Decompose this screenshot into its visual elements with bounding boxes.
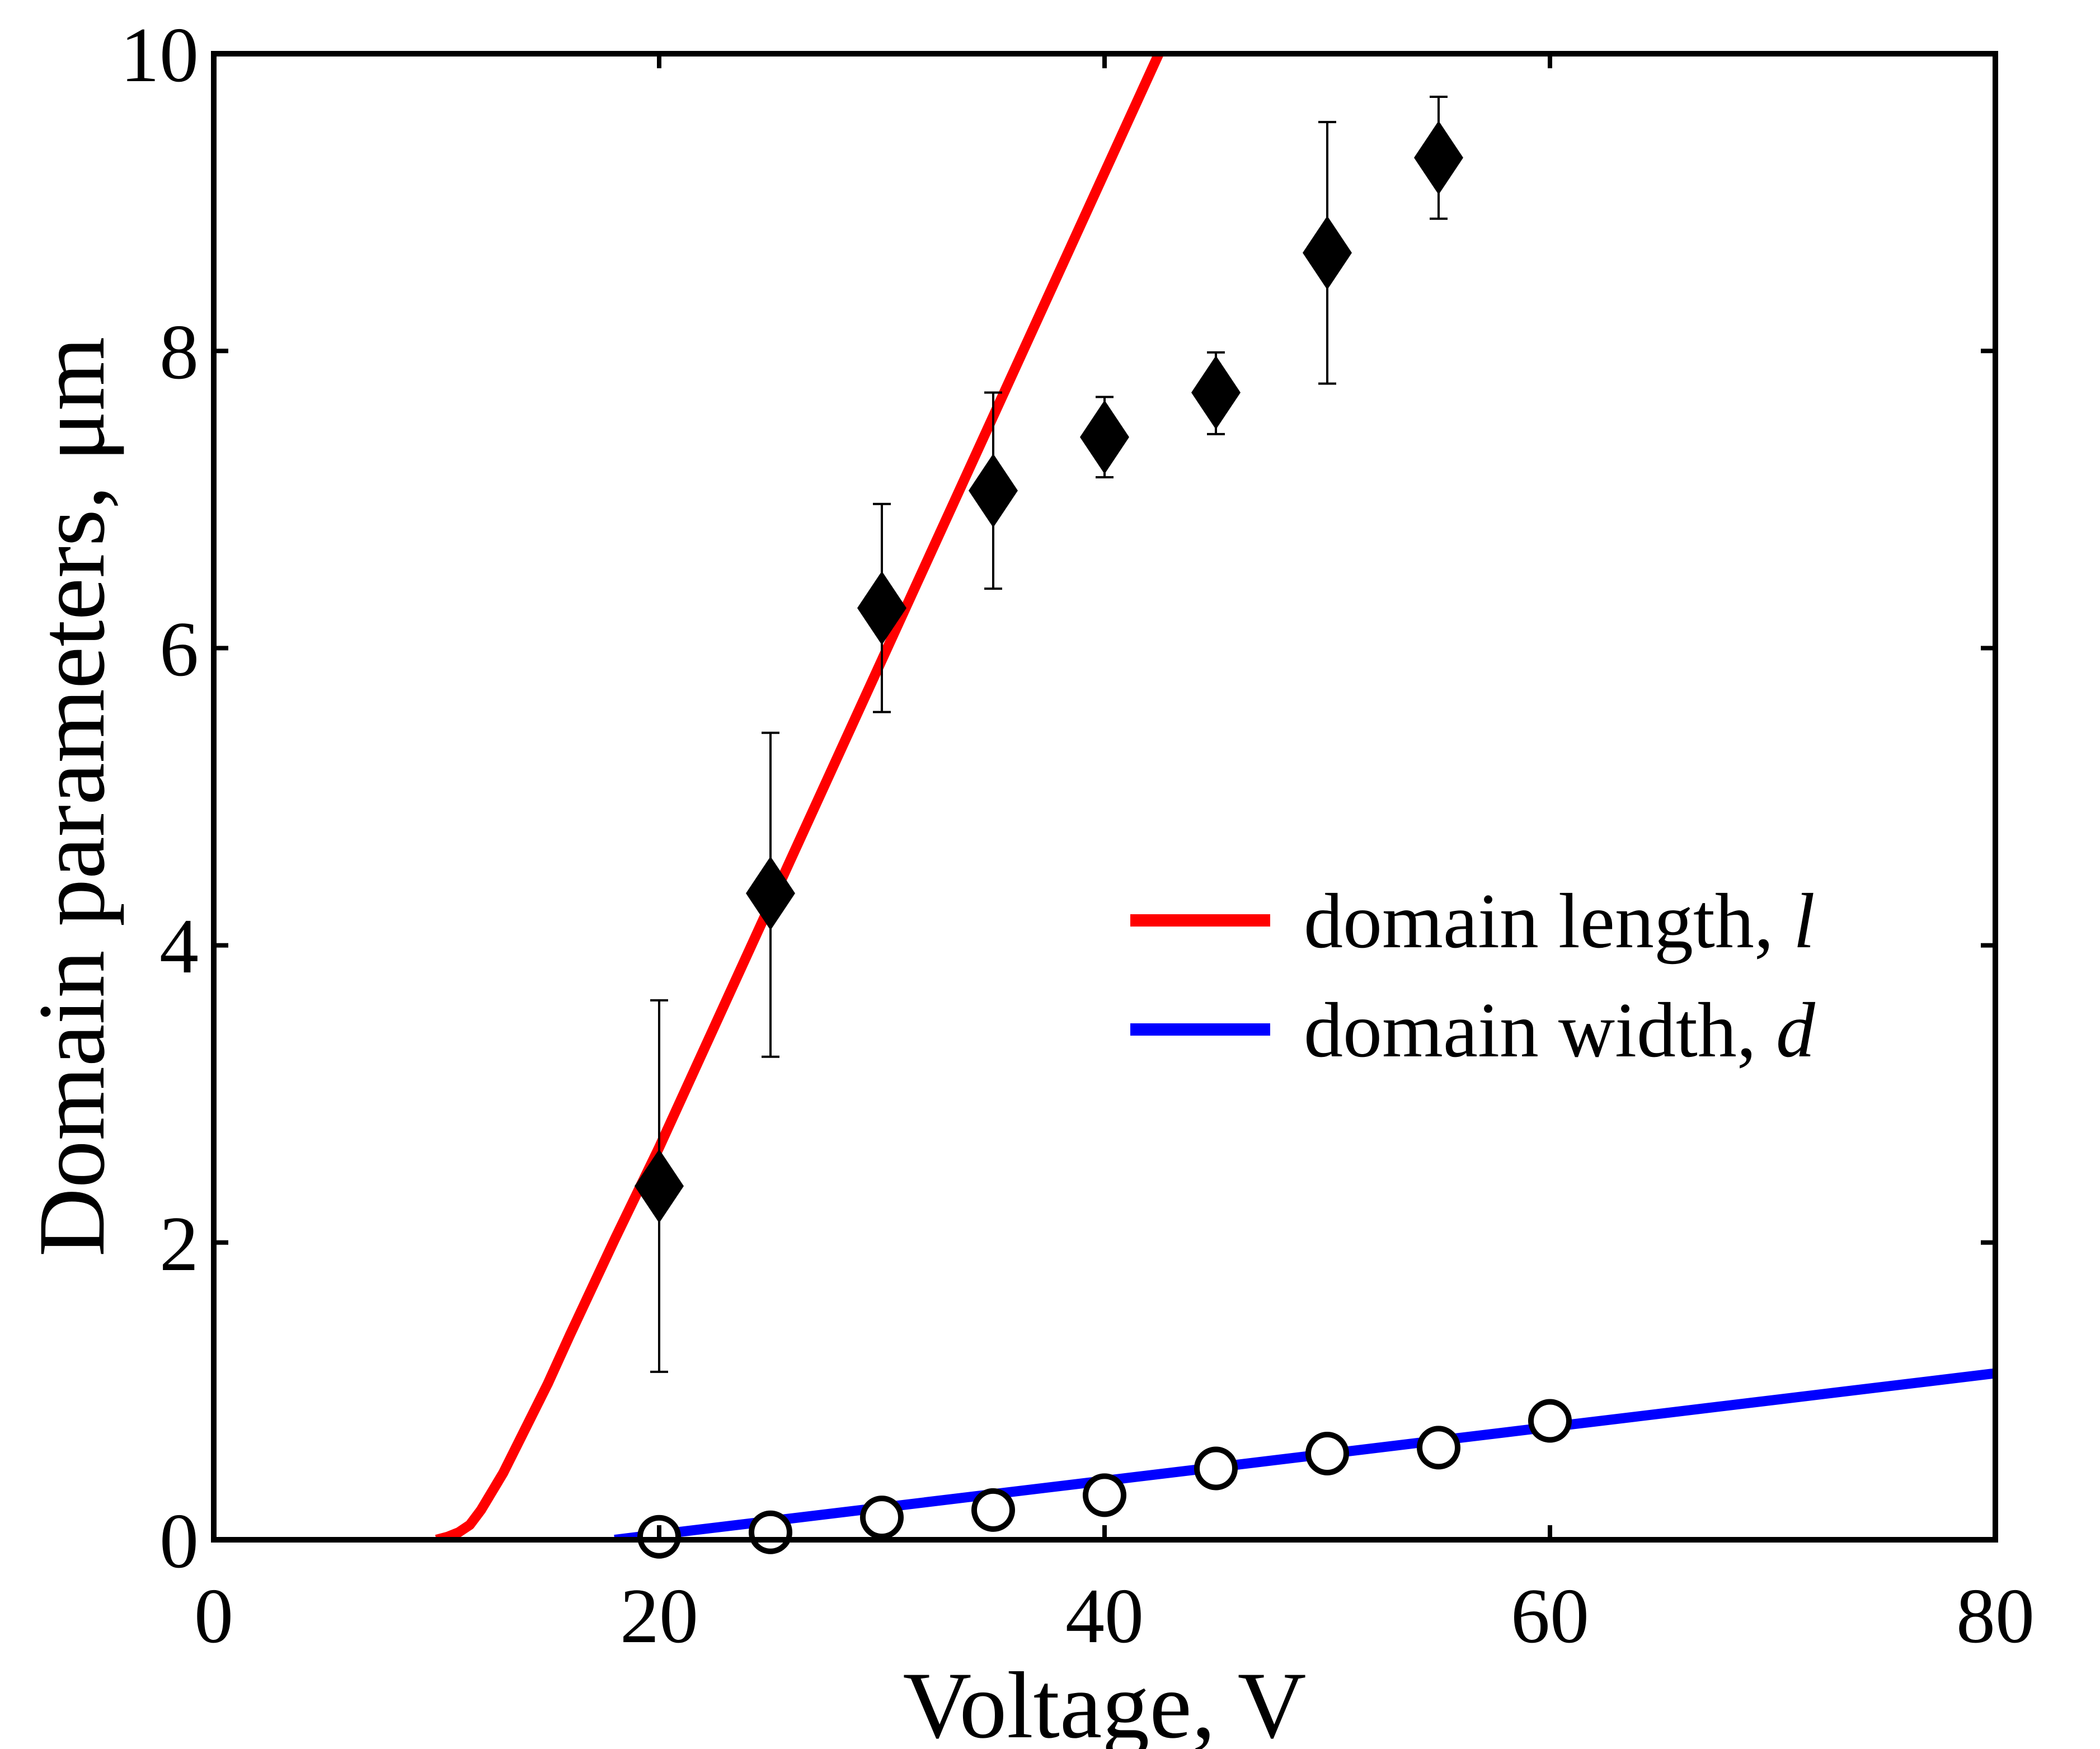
domain-length-curve xyxy=(435,54,1164,1540)
y-tick-label: 2 xyxy=(159,1201,199,1287)
x-tick-label: 60 xyxy=(1511,1573,1589,1659)
legend-label-length-symbol: l xyxy=(1793,878,1815,965)
width-data-point xyxy=(860,1496,904,1540)
legend-label-width-symbol: d xyxy=(1776,987,1816,1074)
x-tick-label: 40 xyxy=(1065,1573,1144,1659)
width-data-point xyxy=(1417,1426,1460,1470)
domain-width-curve xyxy=(614,1368,1995,1540)
length-data-point xyxy=(746,856,795,930)
x-tick-label: 0 xyxy=(194,1573,233,1659)
x-axis-title: Voltage, V xyxy=(903,1653,1307,1749)
x-tick-labels: 0 20 40 60 80 xyxy=(194,1573,2035,1659)
y-tick-label: 8 xyxy=(159,309,199,396)
y-tick-label: 4 xyxy=(159,903,199,990)
width-data-point xyxy=(1305,1431,1349,1475)
y-tick-label: 6 xyxy=(159,606,199,693)
marker-layer xyxy=(635,120,1572,1559)
length-data-point xyxy=(635,1149,684,1223)
legend-label-width-text: domain width, xyxy=(1304,987,1776,1074)
legend-label-width: domain width, d xyxy=(1304,987,1816,1074)
length-data-point xyxy=(1080,400,1129,474)
width-data-point xyxy=(1528,1399,1572,1443)
y-tick-labels: 0 2 4 6 8 10 xyxy=(120,12,199,1585)
length-data-point xyxy=(1191,355,1241,430)
width-data-point xyxy=(749,1510,792,1554)
length-data-point xyxy=(969,453,1018,528)
x-tick-label: 80 xyxy=(1956,1573,2035,1659)
length-data-point xyxy=(857,571,906,645)
width-data-point xyxy=(1194,1446,1238,1491)
legend: domain length, l domain width, d xyxy=(1130,878,1816,1074)
y-tick-label: 10 xyxy=(120,12,199,98)
curve-layer xyxy=(435,54,1995,1540)
length-data-point xyxy=(1414,120,1463,195)
legend-label-length: domain length, l xyxy=(1304,878,1815,965)
y-tick-label: 0 xyxy=(159,1498,199,1585)
legend-label-length-text: domain length, xyxy=(1304,878,1793,965)
x-tick-label: 20 xyxy=(620,1573,698,1659)
length-data-point xyxy=(1303,215,1352,290)
width-data-point xyxy=(971,1488,1015,1532)
y-axis-title: Domain parameters, μm xyxy=(19,337,124,1257)
tick-layer xyxy=(214,54,1995,1540)
width-data-point xyxy=(1083,1473,1126,1517)
